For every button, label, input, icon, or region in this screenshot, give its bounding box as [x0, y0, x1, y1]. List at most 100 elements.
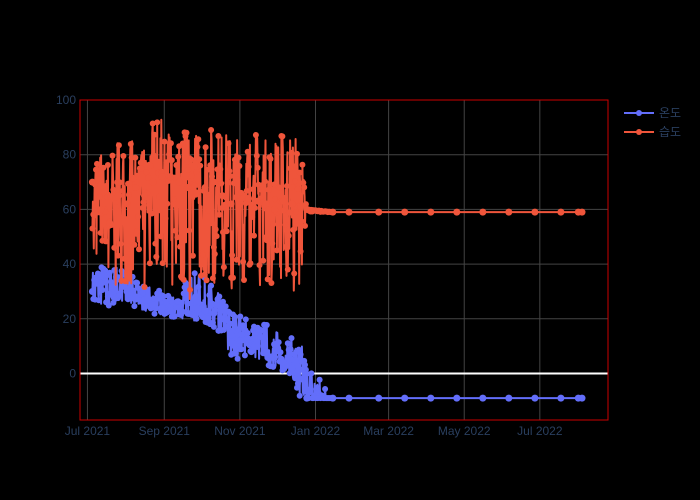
- data-point: [236, 197, 244, 205]
- series-point: [252, 204, 258, 211]
- series-point: [175, 153, 182, 160]
- series-point: [158, 168, 165, 175]
- series-point: [131, 241, 138, 248]
- series-point: [97, 273, 104, 280]
- series-point: [152, 240, 159, 247]
- series-point: [188, 173, 195, 180]
- series-point: [94, 160, 100, 167]
- series-point: [209, 173, 215, 180]
- series-point: [162, 215, 169, 222]
- series-point: [294, 150, 300, 157]
- y-tick-label: 20: [63, 312, 77, 326]
- series-point: [127, 141, 134, 147]
- series-point: [132, 154, 139, 161]
- series-point: [243, 187, 250, 194]
- series-point: [224, 179, 231, 186]
- data-point: [210, 309, 218, 317]
- series-point: [248, 349, 255, 356]
- series-point: [179, 140, 186, 147]
- series-point: [113, 204, 120, 211]
- data-point: [106, 219, 114, 227]
- data-point: [132, 293, 140, 301]
- series-point: [263, 237, 270, 244]
- series-point: [227, 320, 234, 327]
- data-point: [427, 208, 435, 216]
- series-point: [126, 180, 133, 187]
- series-point: [308, 370, 315, 377]
- series-point: [151, 310, 158, 317]
- series-point: [299, 161, 306, 168]
- data-point: [288, 200, 296, 208]
- data-point: [184, 309, 192, 317]
- series-point: [203, 277, 210, 284]
- series-point: [161, 138, 168, 145]
- series-point: [225, 140, 232, 147]
- series-point: [141, 304, 148, 311]
- series-point: [292, 375, 299, 382]
- y-tick-label: 40: [63, 257, 77, 271]
- data-point: [578, 208, 586, 216]
- legend-item-1[interactable]: 온도: [624, 106, 681, 120]
- series-point: [210, 323, 217, 330]
- series-point: [232, 194, 239, 201]
- data-point: [167, 307, 174, 315]
- data-point: [253, 197, 261, 205]
- series-point: [183, 129, 190, 136]
- series-point: [221, 201, 228, 208]
- series-point: [150, 295, 157, 302]
- series-point: [131, 303, 138, 310]
- series-point: [124, 269, 131, 276]
- series-point: [160, 293, 167, 300]
- series-point: [149, 120, 156, 127]
- series-point: [254, 164, 261, 171]
- series-point: [166, 151, 173, 158]
- series-point: [139, 289, 146, 296]
- series-point: [174, 234, 181, 241]
- data-point: [193, 304, 200, 312]
- series-point: [307, 386, 314, 393]
- series-point: [205, 207, 212, 214]
- series-2: [88, 118, 586, 300]
- data-point: [453, 394, 461, 402]
- series-point: [136, 246, 142, 253]
- series-point: [188, 300, 194, 307]
- series-point: [250, 186, 257, 193]
- data-point: [210, 178, 218, 186]
- series-point: [171, 313, 178, 320]
- series-point: [264, 276, 271, 283]
- series-point: [99, 287, 106, 293]
- series-point: [164, 200, 171, 207]
- series-point: [235, 326, 242, 333]
- series-point: [238, 346, 245, 353]
- series-point: [216, 293, 223, 300]
- series-point: [302, 361, 308, 368]
- series-point: [293, 209, 300, 216]
- data-point: [193, 189, 200, 197]
- series-point: [256, 262, 263, 269]
- legend-swatch-marker: [636, 129, 642, 135]
- series-point: [316, 376, 323, 383]
- y-tick-label: 0: [69, 367, 76, 381]
- series-point: [148, 210, 155, 217]
- series-point: [181, 284, 188, 291]
- data-point: [219, 315, 226, 323]
- series-point: [213, 233, 220, 240]
- series-point: [234, 355, 241, 362]
- series-point: [284, 266, 291, 273]
- data-point: [219, 192, 226, 200]
- data-point: [271, 353, 279, 361]
- data-point: [123, 200, 131, 208]
- series-point: [277, 349, 284, 356]
- series-point: [95, 176, 102, 183]
- series-point: [205, 315, 212, 321]
- series-point: [227, 173, 234, 180]
- series-point: [297, 248, 304, 255]
- series-point: [229, 252, 236, 259]
- series-point: [147, 162, 154, 169]
- data-point: [149, 301, 157, 309]
- legend-item-2[interactable]: 습도: [624, 125, 681, 139]
- data-point: [114, 192, 122, 200]
- series-point: [249, 214, 256, 220]
- data-point: [106, 290, 114, 298]
